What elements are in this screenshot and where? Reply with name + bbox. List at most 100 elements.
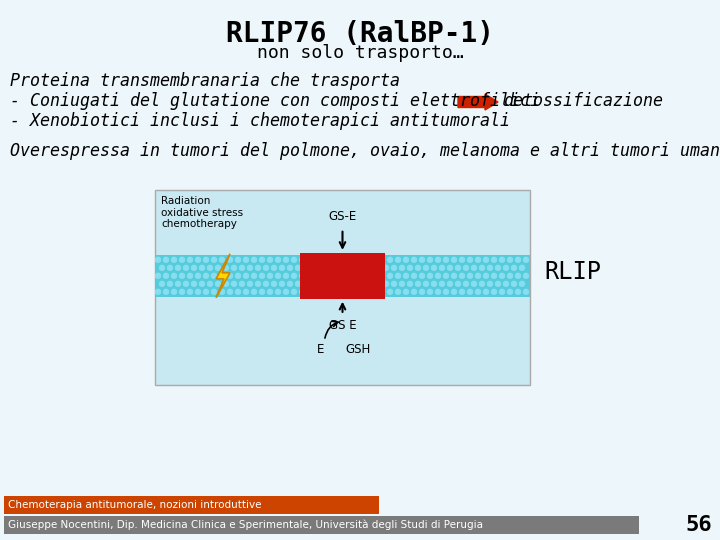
Circle shape xyxy=(364,257,369,262)
Text: detossificazione: detossificazione xyxy=(503,92,663,110)
Circle shape xyxy=(436,257,441,262)
Circle shape xyxy=(500,289,505,294)
Circle shape xyxy=(492,289,497,294)
Circle shape xyxy=(199,265,204,271)
FancyArrow shape xyxy=(458,94,498,110)
Circle shape xyxy=(348,289,353,294)
Circle shape xyxy=(456,265,461,271)
Circle shape xyxy=(235,273,240,278)
Circle shape xyxy=(271,265,276,271)
Circle shape xyxy=(176,265,181,271)
Circle shape xyxy=(207,281,212,286)
Circle shape xyxy=(284,273,289,278)
Circle shape xyxy=(171,257,176,262)
Circle shape xyxy=(220,257,225,262)
Circle shape xyxy=(508,257,513,262)
Circle shape xyxy=(307,257,312,262)
Circle shape xyxy=(268,273,272,278)
Circle shape xyxy=(367,265,372,271)
FancyBboxPatch shape xyxy=(300,253,385,299)
Circle shape xyxy=(464,281,469,286)
Circle shape xyxy=(312,281,317,286)
Circle shape xyxy=(487,281,492,286)
Circle shape xyxy=(228,289,233,294)
Circle shape xyxy=(412,289,416,294)
Text: non solo trasporto…: non solo trasporto… xyxy=(257,44,463,62)
Circle shape xyxy=(484,257,488,262)
Circle shape xyxy=(508,289,513,294)
Circle shape xyxy=(204,257,209,262)
Circle shape xyxy=(495,281,500,286)
Circle shape xyxy=(436,289,441,294)
Circle shape xyxy=(235,289,240,294)
Circle shape xyxy=(472,281,477,286)
Circle shape xyxy=(312,265,317,271)
Circle shape xyxy=(444,257,449,262)
Circle shape xyxy=(300,273,305,278)
Circle shape xyxy=(307,289,312,294)
Circle shape xyxy=(408,281,413,286)
Circle shape xyxy=(403,257,408,262)
Circle shape xyxy=(323,289,328,294)
Circle shape xyxy=(331,273,336,278)
Circle shape xyxy=(448,265,452,271)
Circle shape xyxy=(364,289,369,294)
Circle shape xyxy=(184,281,189,286)
Circle shape xyxy=(179,273,184,278)
Circle shape xyxy=(475,257,480,262)
Circle shape xyxy=(475,273,480,278)
Circle shape xyxy=(503,265,508,271)
Circle shape xyxy=(367,281,372,286)
Circle shape xyxy=(472,265,477,271)
Circle shape xyxy=(451,257,456,262)
Circle shape xyxy=(295,281,300,286)
Circle shape xyxy=(392,281,397,286)
Circle shape xyxy=(395,273,400,278)
Text: Radiation
oxidative stress
chemotherapy: Radiation oxidative stress chemotherapy xyxy=(161,196,243,229)
Circle shape xyxy=(403,289,408,294)
Circle shape xyxy=(456,281,461,286)
Circle shape xyxy=(235,257,240,262)
Circle shape xyxy=(395,289,400,294)
Circle shape xyxy=(336,265,341,271)
Circle shape xyxy=(199,281,204,286)
Circle shape xyxy=(495,265,500,271)
Circle shape xyxy=(492,257,497,262)
Circle shape xyxy=(372,273,377,278)
Circle shape xyxy=(516,289,521,294)
Circle shape xyxy=(160,281,164,286)
Circle shape xyxy=(187,273,192,278)
Circle shape xyxy=(379,257,384,262)
Circle shape xyxy=(484,273,488,278)
Circle shape xyxy=(431,265,436,271)
Circle shape xyxy=(387,273,392,278)
Circle shape xyxy=(259,289,264,294)
Circle shape xyxy=(276,289,281,294)
Circle shape xyxy=(415,281,420,286)
Circle shape xyxy=(480,265,485,271)
Circle shape xyxy=(423,265,428,271)
Circle shape xyxy=(420,289,425,294)
Circle shape xyxy=(179,289,184,294)
Circle shape xyxy=(228,257,233,262)
Circle shape xyxy=(204,273,209,278)
Circle shape xyxy=(187,257,192,262)
Circle shape xyxy=(372,289,377,294)
Circle shape xyxy=(331,289,336,294)
Circle shape xyxy=(268,257,272,262)
Circle shape xyxy=(287,281,292,286)
Circle shape xyxy=(276,273,281,278)
Circle shape xyxy=(196,273,200,278)
Circle shape xyxy=(511,265,516,271)
Text: RLIP: RLIP xyxy=(544,260,601,284)
Circle shape xyxy=(480,281,485,286)
Circle shape xyxy=(300,257,305,262)
Circle shape xyxy=(431,281,436,286)
Circle shape xyxy=(444,273,449,278)
Circle shape xyxy=(304,265,308,271)
Circle shape xyxy=(259,273,264,278)
Circle shape xyxy=(156,257,161,262)
Text: - Coniugati del glutatione con composti elettrofilici: - Coniugati del glutatione con composti … xyxy=(10,92,540,110)
Circle shape xyxy=(403,273,408,278)
Circle shape xyxy=(176,281,181,286)
